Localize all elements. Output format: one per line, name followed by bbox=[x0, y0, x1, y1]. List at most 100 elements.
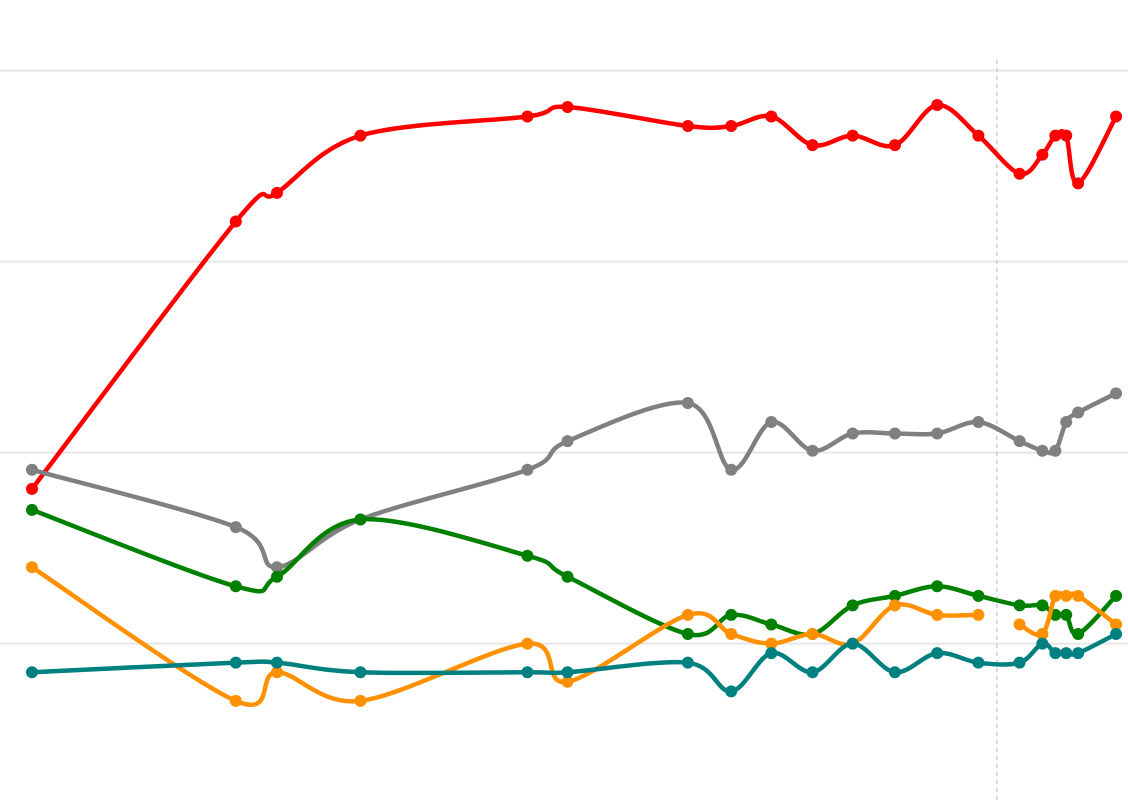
data-point bbox=[1060, 647, 1073, 660]
data-point bbox=[229, 215, 242, 228]
data-point bbox=[888, 599, 901, 612]
data-point bbox=[972, 589, 985, 602]
data-point bbox=[1110, 628, 1123, 641]
data-point bbox=[1072, 628, 1085, 641]
data-point bbox=[725, 608, 738, 621]
series-2 bbox=[25, 503, 1123, 641]
data-point bbox=[1049, 129, 1062, 142]
data-point bbox=[229, 656, 242, 669]
data-point bbox=[1072, 406, 1085, 419]
series-line bbox=[29, 102, 1119, 492]
data-point bbox=[1013, 435, 1026, 448]
data-point bbox=[681, 608, 694, 621]
data-point bbox=[765, 416, 778, 429]
data-point bbox=[270, 186, 283, 199]
data-point bbox=[561, 100, 574, 113]
data-point bbox=[888, 427, 901, 440]
data-point bbox=[1049, 444, 1062, 457]
data-point bbox=[521, 637, 534, 650]
data-point bbox=[354, 129, 367, 142]
data-point bbox=[888, 589, 901, 602]
data-point bbox=[229, 521, 242, 534]
data-point bbox=[270, 656, 283, 669]
data-point bbox=[1049, 647, 1062, 660]
data-point bbox=[725, 628, 738, 641]
data-point bbox=[1110, 387, 1123, 400]
data-point bbox=[1110, 618, 1123, 631]
gridlines bbox=[0, 60, 1128, 804]
data-point bbox=[765, 647, 778, 660]
data-point bbox=[270, 570, 283, 583]
series-line bbox=[29, 564, 981, 708]
data-point bbox=[1036, 637, 1049, 650]
data-point bbox=[846, 599, 859, 612]
data-point bbox=[1013, 656, 1026, 669]
data-point bbox=[521, 666, 534, 679]
data-point bbox=[681, 120, 694, 133]
data-point bbox=[806, 666, 819, 679]
data-point bbox=[1036, 599, 1049, 612]
data-point bbox=[1036, 628, 1049, 641]
data-point bbox=[354, 513, 367, 526]
data-point bbox=[1013, 618, 1026, 631]
data-point bbox=[1072, 177, 1085, 190]
data-point bbox=[765, 110, 778, 123]
data-point bbox=[846, 637, 859, 650]
data-point bbox=[1110, 589, 1123, 602]
data-point bbox=[25, 561, 38, 574]
series-4 bbox=[25, 628, 1123, 698]
data-point bbox=[25, 463, 38, 476]
data-point bbox=[681, 396, 694, 409]
data-point bbox=[1060, 589, 1073, 602]
data-point bbox=[1060, 416, 1073, 429]
series-3 bbox=[25, 561, 1123, 708]
series-line bbox=[29, 507, 1119, 638]
data-point bbox=[972, 608, 985, 621]
data-point bbox=[888, 139, 901, 152]
data-point bbox=[806, 139, 819, 152]
series-group bbox=[25, 99, 1123, 708]
series-0 bbox=[25, 99, 1123, 495]
data-point bbox=[846, 427, 859, 440]
data-point bbox=[681, 656, 694, 669]
data-point bbox=[1060, 129, 1073, 142]
data-point bbox=[1072, 589, 1085, 602]
data-point bbox=[354, 666, 367, 679]
data-point bbox=[229, 580, 242, 593]
data-point bbox=[725, 120, 738, 133]
data-point bbox=[521, 549, 534, 562]
data-point bbox=[521, 463, 534, 476]
series-line bbox=[29, 631, 1119, 694]
data-point bbox=[931, 99, 944, 112]
data-point bbox=[806, 444, 819, 457]
data-point bbox=[521, 110, 534, 123]
data-point bbox=[25, 503, 38, 516]
data-point bbox=[354, 694, 367, 707]
data-point bbox=[1013, 599, 1026, 612]
data-point bbox=[1013, 167, 1026, 180]
series-1 bbox=[25, 387, 1123, 574]
data-point bbox=[25, 666, 38, 679]
data-point bbox=[1049, 589, 1062, 602]
data-point bbox=[806, 628, 819, 641]
data-point bbox=[561, 666, 574, 679]
data-point bbox=[1072, 647, 1085, 660]
data-point bbox=[725, 463, 738, 476]
data-point bbox=[972, 416, 985, 429]
data-point bbox=[1036, 444, 1049, 457]
data-point bbox=[931, 580, 944, 593]
data-point bbox=[931, 647, 944, 660]
data-point bbox=[1110, 110, 1123, 123]
data-point bbox=[1036, 148, 1049, 161]
data-point bbox=[270, 666, 283, 679]
data-point bbox=[725, 685, 738, 698]
data-point bbox=[765, 618, 778, 631]
data-point bbox=[972, 656, 985, 669]
data-point bbox=[1060, 608, 1073, 621]
data-point bbox=[846, 129, 859, 142]
data-point bbox=[229, 694, 242, 707]
data-point bbox=[888, 666, 901, 679]
data-point bbox=[561, 675, 574, 688]
data-point bbox=[561, 435, 574, 448]
